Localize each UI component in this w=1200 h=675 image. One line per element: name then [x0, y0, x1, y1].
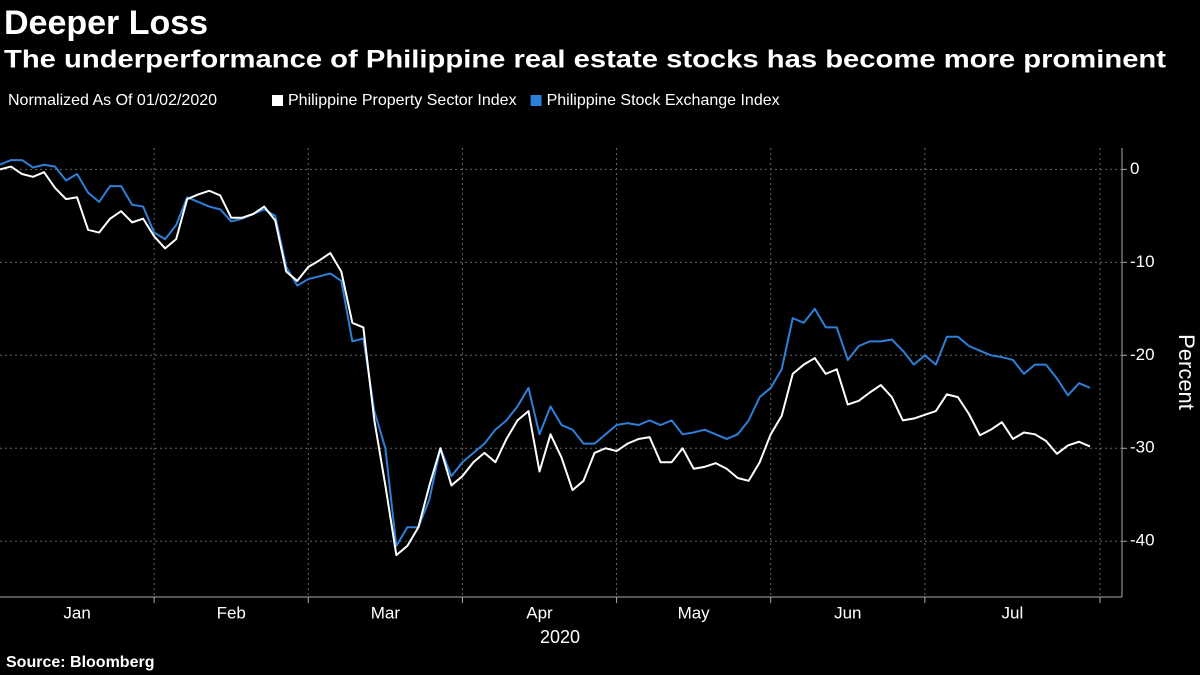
x-tick-label: Feb	[217, 603, 246, 622]
legend-label: Philippine Property Sector Index	[288, 92, 517, 109]
chart-subtitle: The underperformance of Philippine real …	[4, 46, 1167, 74]
x-tick-label: Jan	[63, 603, 90, 622]
chart-title: Deeper Loss	[4, 4, 208, 42]
series-line	[0, 159, 1091, 547]
y-tick-label: -40	[1130, 531, 1155, 550]
x-tick-label: Jun	[834, 603, 861, 622]
legend-swatch	[272, 95, 283, 106]
x-tick-label: Mar	[371, 603, 401, 622]
legend-note: Normalized As Of 01/02/2020	[8, 92, 217, 109]
x-tick-label: Jul	[1002, 603, 1024, 622]
legend-label: Philippine Stock Exchange Index	[547, 92, 780, 109]
source: Source: Bloomberg	[6, 654, 154, 671]
x-tick-label: Apr	[526, 603, 553, 622]
y-axis-label: Percent	[1174, 334, 1199, 410]
y-tick-label: -10	[1130, 252, 1155, 271]
x-axis-label: 2020	[540, 627, 580, 647]
legend-swatch	[530, 95, 542, 106]
y-tick-label: -30	[1130, 438, 1155, 457]
x-tick-label: May	[678, 603, 711, 622]
series-line	[0, 165, 1091, 557]
y-tick-label: -20	[1130, 345, 1155, 364]
y-tick-label: 0	[1130, 159, 1139, 178]
